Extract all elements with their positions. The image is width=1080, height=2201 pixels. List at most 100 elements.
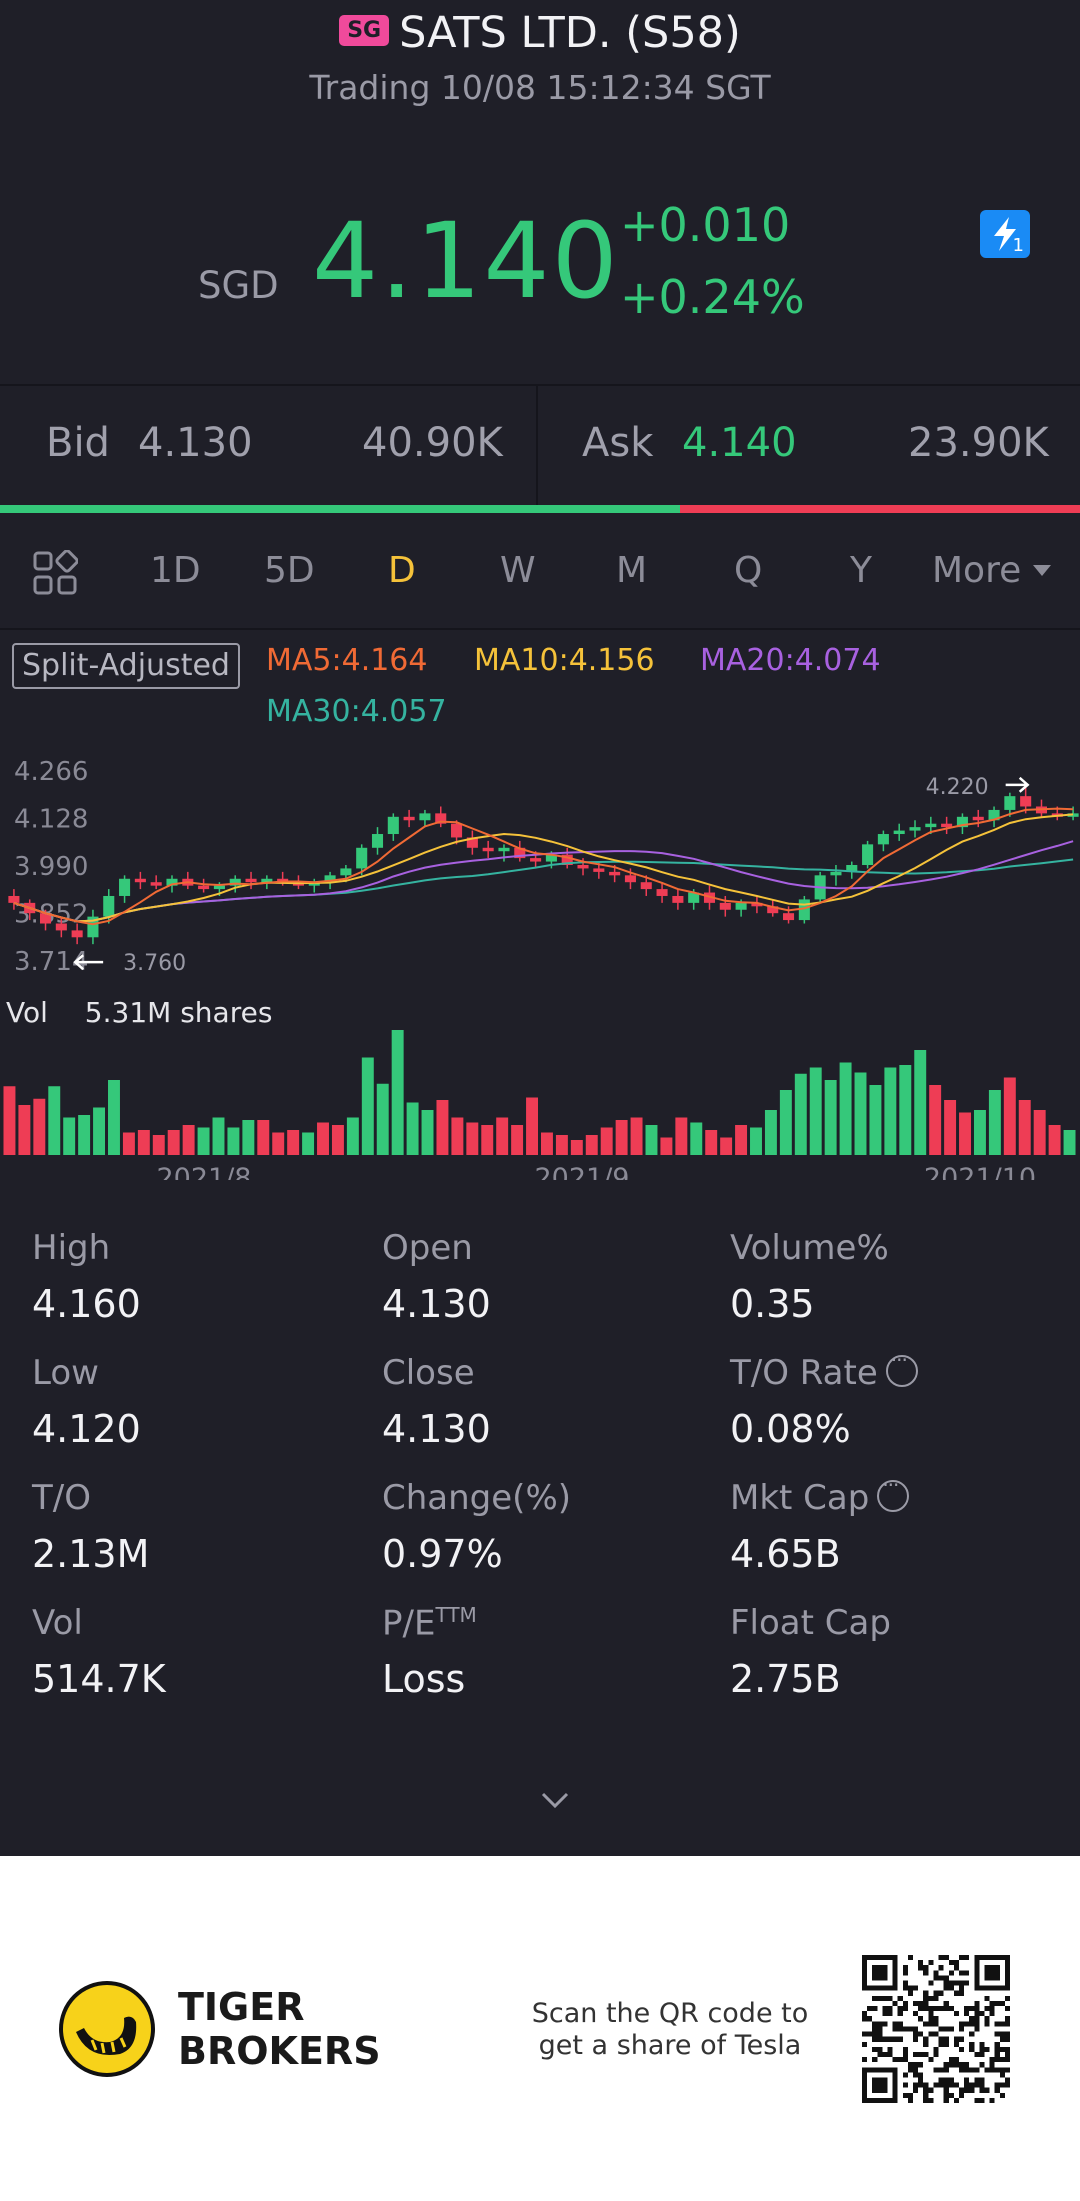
volume-bar	[735, 1125, 748, 1155]
candle	[8, 895, 20, 903]
stat-label: Open	[382, 1228, 473, 1268]
tab-d[interactable]: D	[388, 550, 416, 591]
volume-bar	[675, 1117, 688, 1155]
tab-y[interactable]: Y	[850, 550, 872, 591]
volume-value: 5.31M shares	[84, 996, 273, 1029]
volume-bar	[182, 1125, 195, 1155]
info-icon[interactable]	[885, 1348, 918, 1387]
volume-bar	[302, 1132, 315, 1155]
candlestick-chart[interactable]: 4.2664.1283.9903.8523.7144.2203.7602021/…	[0, 740, 1080, 1180]
tab-q[interactable]: Q	[734, 550, 763, 591]
volume-bar	[988, 1090, 1001, 1155]
volume-bar	[779, 1090, 792, 1155]
candle	[862, 844, 874, 865]
stat-value: 4.65B	[730, 1532, 841, 1576]
volume-header: Vol 5.31M shares	[0, 996, 272, 1029]
candle	[783, 913, 795, 921]
tiger-logo	[59, 1981, 155, 2077]
stat-value: 4.130	[382, 1407, 491, 1451]
candle	[609, 871, 621, 876]
ma5-line	[13, 807, 1074, 926]
flash-icon[interactable]: 1	[980, 210, 1030, 258]
stat-value: 0.08%	[730, 1407, 851, 1451]
candle	[466, 837, 478, 848]
candle	[103, 895, 115, 917]
volume-bar	[839, 1062, 852, 1155]
volume-bar	[137, 1130, 150, 1155]
volume-bar	[526, 1097, 539, 1155]
stat-value: 0.97%	[382, 1532, 503, 1576]
volume-bar	[555, 1135, 568, 1155]
y-tick-label: 3.990	[14, 852, 88, 882]
candle	[134, 878, 146, 883]
volume-bar	[436, 1100, 449, 1155]
volume-bar	[615, 1120, 628, 1155]
candle	[340, 868, 352, 876]
tab-m[interactable]: M	[616, 550, 648, 591]
ma5-label: MA5:4.164	[266, 643, 428, 678]
ma10-label: MA10:4.156	[474, 643, 655, 678]
stat-value: 4.160	[32, 1282, 141, 1326]
bid-volume-bar	[0, 505, 680, 513]
volume-bar	[78, 1115, 91, 1155]
volume-bar	[585, 1135, 598, 1155]
candle	[925, 823, 937, 828]
candle	[545, 854, 557, 862]
tab-5d[interactable]: 5D	[264, 550, 315, 591]
stat-value: 4.130	[382, 1282, 491, 1326]
divider	[0, 628, 1080, 630]
volume-bar	[481, 1125, 494, 1155]
candle	[893, 830, 905, 835]
stat-label: Vol	[32, 1603, 83, 1643]
tab-1d[interactable]: 1D	[150, 550, 201, 591]
candle	[39, 913, 52, 924]
volume-bar	[869, 1085, 882, 1155]
stat-value: 4.120	[32, 1407, 141, 1451]
candle	[87, 916, 99, 938]
tab-more[interactable]: More	[932, 550, 1052, 591]
volume-bar	[346, 1117, 359, 1155]
split-adjusted-button[interactable]: Split-Adjusted	[12, 643, 240, 689]
arrow-right-icon	[1005, 776, 1030, 793]
volume-bar	[317, 1122, 329, 1155]
x-tick-label: 2021/9	[535, 1163, 630, 1180]
candle	[245, 878, 257, 883]
tab-w[interactable]: W	[500, 550, 536, 591]
low-marker: 3.760	[123, 951, 186, 976]
chevron-down-icon[interactable]	[540, 1790, 570, 1810]
volume-bar	[167, 1130, 180, 1155]
bid-price: 4.130	[138, 420, 253, 466]
volume-bar	[750, 1127, 762, 1155]
y-tick-label: 4.128	[14, 805, 88, 835]
volume-bar	[152, 1135, 165, 1155]
volume-bar	[93, 1107, 106, 1155]
volume-bar	[1003, 1077, 1016, 1155]
volume-bar	[660, 1137, 673, 1155]
flash-count: 1	[1012, 235, 1024, 256]
candle	[530, 858, 542, 862]
chart-type-grid-icon[interactable]	[32, 550, 78, 596]
volume-bar	[48, 1086, 61, 1155]
candle	[119, 878, 131, 896]
divider	[536, 386, 538, 506]
volume-bar	[108, 1080, 120, 1155]
candle	[419, 813, 431, 821]
volume-bar	[914, 1050, 927, 1155]
info-icon[interactable]	[877, 1473, 910, 1512]
stat-label: P/ETTM	[382, 1603, 477, 1644]
candle	[356, 847, 368, 869]
ask-volume-bar	[680, 505, 1080, 513]
candle	[956, 816, 968, 828]
volume-bar	[406, 1102, 419, 1155]
stat-label: Close	[382, 1353, 475, 1393]
candle	[198, 885, 210, 890]
candle	[830, 871, 842, 876]
volume-bar	[257, 1120, 270, 1155]
candle	[55, 923, 67, 931]
page-title: SG SATS LTD. (S58)	[0, 8, 1080, 58]
candle	[1004, 796, 1016, 810]
volume-bar	[242, 1120, 255, 1155]
candle	[150, 882, 162, 886]
candle	[909, 827, 921, 831]
volume-bar	[227, 1127, 240, 1155]
